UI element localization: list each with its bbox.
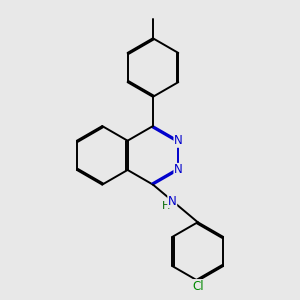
Text: Cl: Cl [193,280,204,292]
Text: H: H [162,201,170,211]
Text: N: N [174,164,183,176]
Text: N: N [174,134,183,147]
Text: N: N [168,195,177,208]
